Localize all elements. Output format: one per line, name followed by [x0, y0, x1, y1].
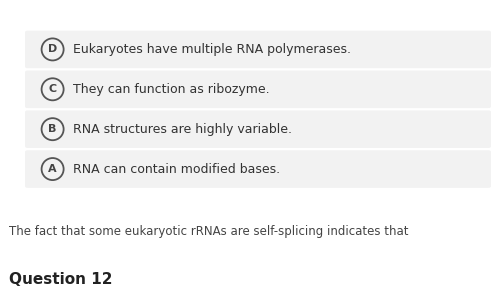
Ellipse shape	[42, 38, 64, 60]
Text: They can function as ribozyme.: They can function as ribozyme.	[73, 83, 269, 96]
FancyBboxPatch shape	[25, 71, 491, 108]
Ellipse shape	[42, 78, 64, 100]
FancyBboxPatch shape	[25, 150, 491, 188]
FancyBboxPatch shape	[25, 110, 491, 148]
Text: B: B	[49, 124, 57, 134]
Ellipse shape	[42, 118, 64, 140]
Text: The fact that some eukaryotic rRNAs are self-splicing indicates that: The fact that some eukaryotic rRNAs are …	[9, 225, 408, 238]
Text: Eukaryotes have multiple RNA polymerases.: Eukaryotes have multiple RNA polymerases…	[73, 43, 351, 56]
Ellipse shape	[42, 158, 64, 180]
Text: RNA can contain modified bases.: RNA can contain modified bases.	[73, 163, 280, 175]
Text: Question 12: Question 12	[9, 272, 113, 287]
Text: RNA structures are highly variable.: RNA structures are highly variable.	[73, 123, 292, 136]
FancyBboxPatch shape	[25, 31, 491, 68]
Text: D: D	[48, 45, 57, 54]
Text: C: C	[49, 84, 57, 94]
Text: A: A	[48, 164, 57, 174]
